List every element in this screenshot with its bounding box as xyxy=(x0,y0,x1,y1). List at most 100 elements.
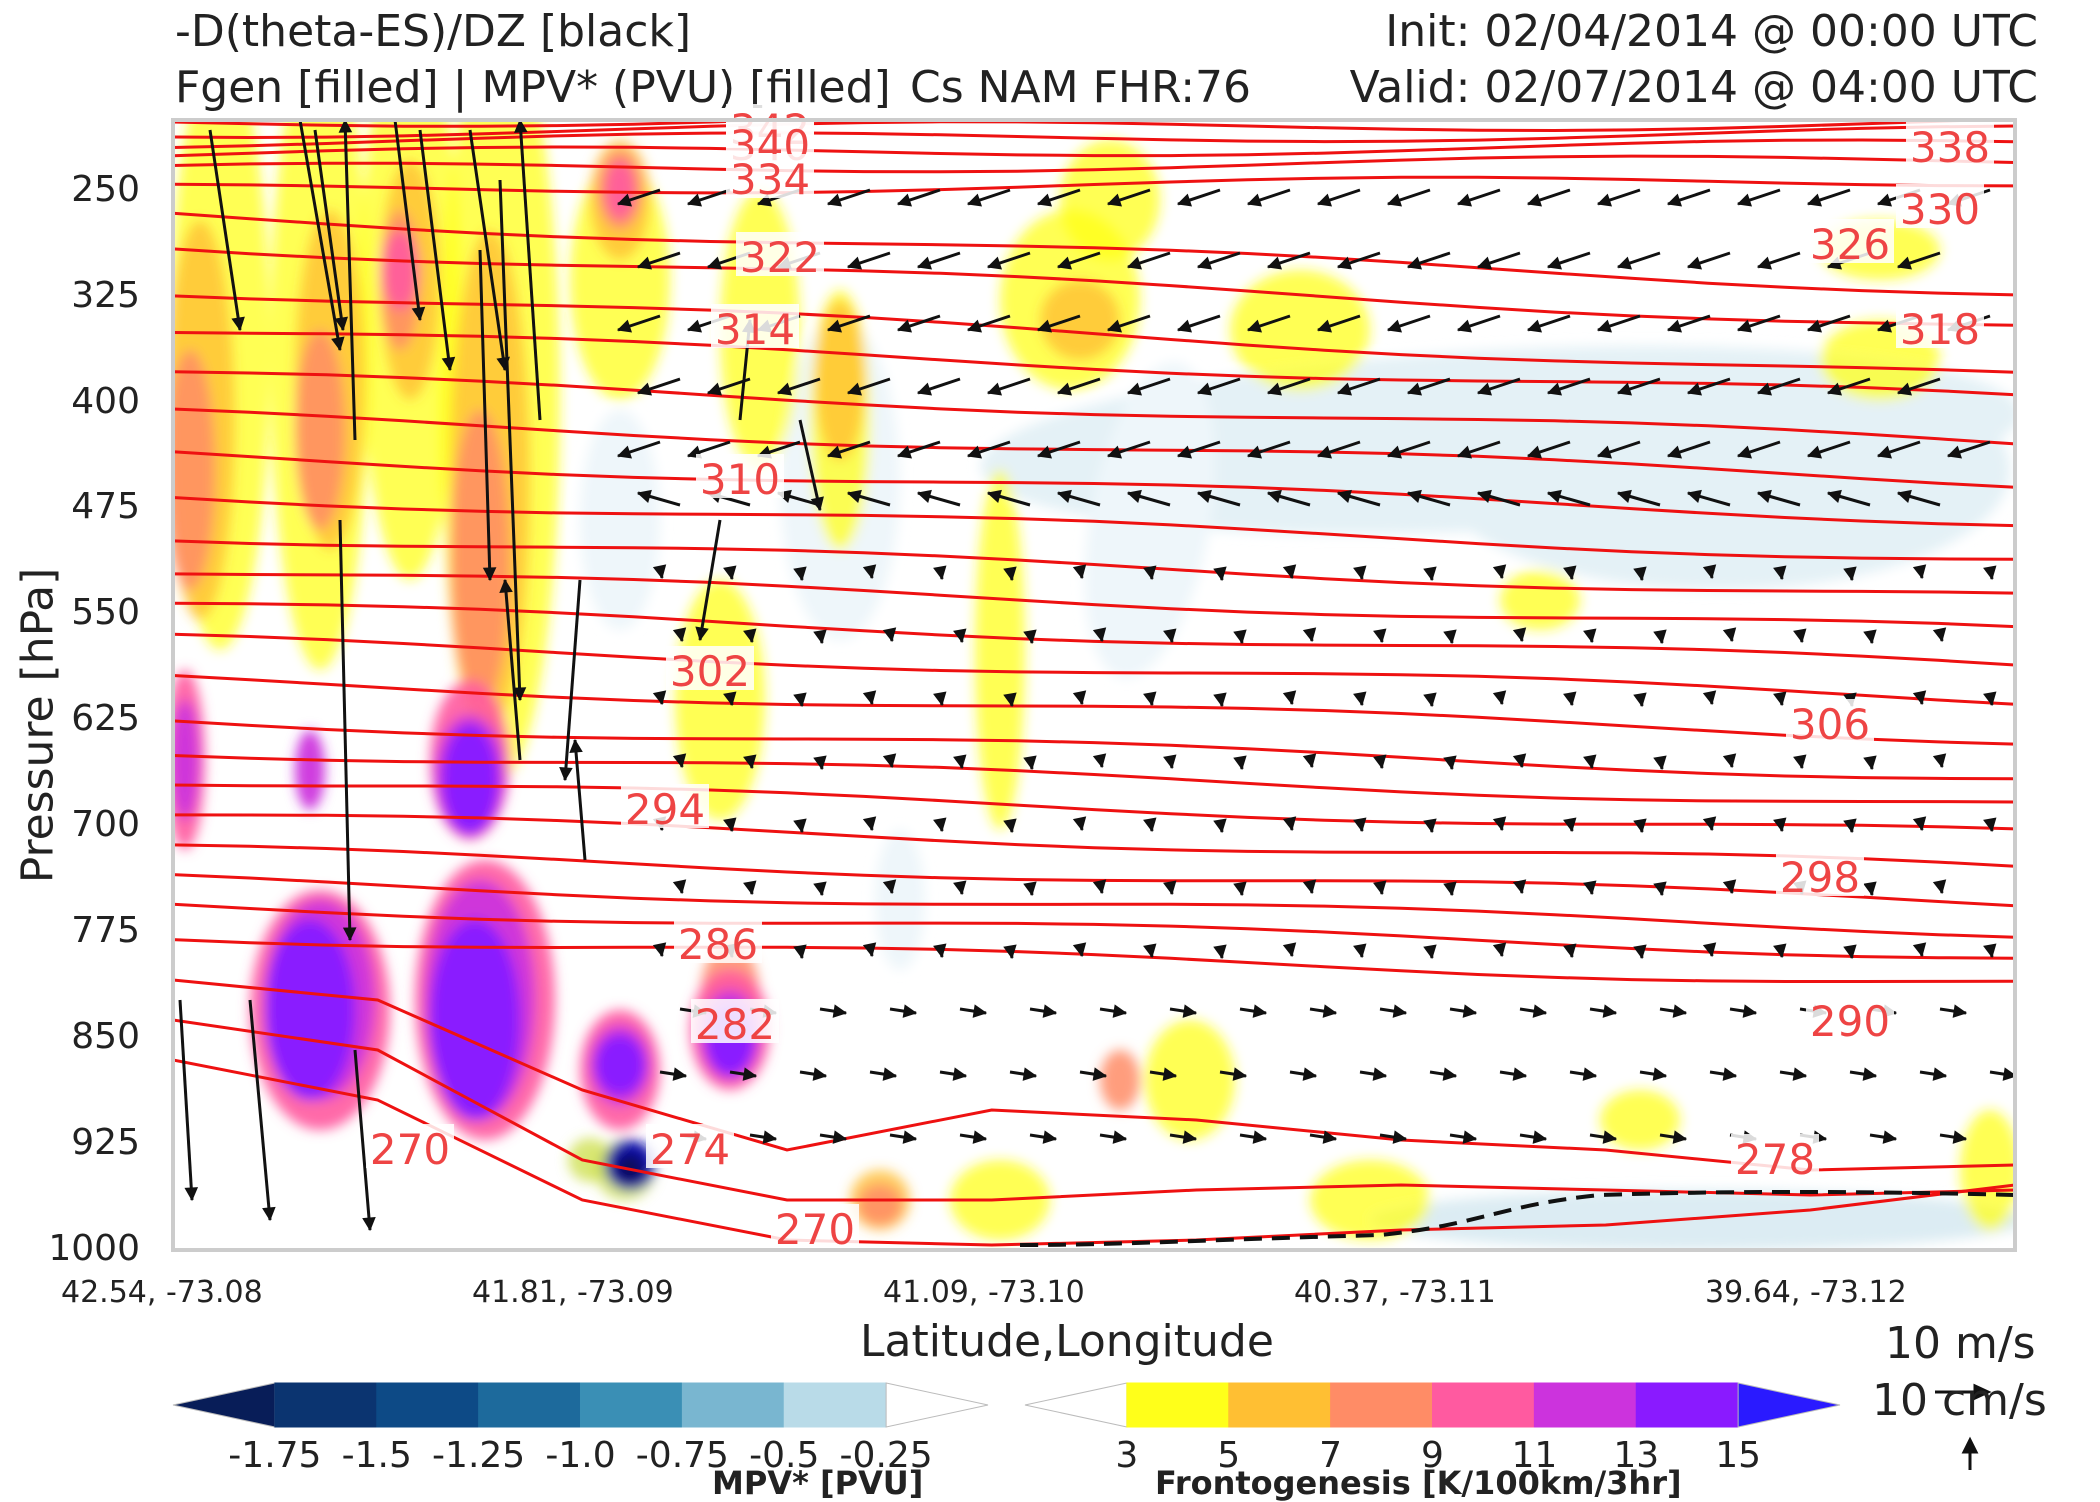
wind-vector-head xyxy=(1392,1004,1408,1018)
wind-vector-head xyxy=(706,256,723,270)
wind-vector-head xyxy=(1163,754,1177,770)
colorbar-segment xyxy=(1126,1382,1230,1428)
wind-vector-head xyxy=(902,1004,918,1018)
theta-label: 282 xyxy=(695,1000,775,1049)
theta-label: 322 xyxy=(740,233,820,282)
theta-label-bg xyxy=(1906,122,1994,166)
colorbar-segment xyxy=(172,1382,276,1428)
fill-blob xyxy=(1310,1160,1430,1240)
wind-vector-head xyxy=(1462,1004,1478,1018)
theta-contour-line xyxy=(173,754,2015,804)
wind-vector-head xyxy=(231,316,245,332)
wind-vector-head xyxy=(1563,565,1577,581)
wind-vector-head xyxy=(695,626,709,642)
wind-vector-head xyxy=(1213,944,1227,960)
wind-vector-head xyxy=(1106,193,1123,207)
wind-vector-head xyxy=(1092,1067,1108,1081)
fill-blob xyxy=(815,300,865,460)
wind-vector-head xyxy=(1806,319,1823,333)
wind-vector xyxy=(298,120,342,351)
colorbar-tick-label: -1.0 xyxy=(545,1435,616,1476)
wind-vector xyxy=(343,120,357,441)
wind-vector-head xyxy=(1826,489,1842,503)
wind-vector-head xyxy=(482,567,497,582)
colorbar-tick-label: 11 xyxy=(1511,1435,1558,1476)
fill-blob xyxy=(1500,570,1580,630)
wind-vector-head xyxy=(1532,1004,1548,1018)
wind-vector-head xyxy=(762,1130,778,1144)
y-tick-label: 700 xyxy=(71,804,140,846)
wind-vector-head xyxy=(862,816,877,832)
theta-contour-line xyxy=(173,294,2015,374)
wind-vector-head xyxy=(1406,382,1423,396)
wind-vector-head xyxy=(1266,382,1283,396)
wind-vector-head xyxy=(1316,445,1333,459)
wind-vector-head xyxy=(826,319,843,333)
wind-vector-head xyxy=(743,880,757,896)
wind-vector-head xyxy=(1736,445,1753,459)
wind-vector-head xyxy=(1373,754,1387,770)
theta-contour-line xyxy=(173,539,2015,595)
wind-vector-head xyxy=(1023,629,1037,645)
wind-vector-head xyxy=(1456,319,1473,333)
wind-vector-head xyxy=(1843,944,1857,960)
wind-vector-head xyxy=(342,927,357,942)
wind-vector-head xyxy=(1092,879,1107,895)
wind-vector-head xyxy=(1373,628,1387,644)
wind-vector-head xyxy=(1143,943,1157,959)
wind-vector-head xyxy=(1246,445,1263,459)
fill-blob xyxy=(1960,1110,2015,1230)
theta-contour-line xyxy=(173,843,2015,908)
colorbar-tick-label: -1.75 xyxy=(228,1435,322,1476)
fill-blob xyxy=(875,830,925,970)
x-tick-label: 39.64, -73.12 xyxy=(1705,1275,1907,1310)
y-tick-label: 925 xyxy=(71,1122,140,1164)
colorbar-segment xyxy=(1330,1382,1433,1428)
colorbar-segment xyxy=(1432,1382,1535,1428)
wind-vector-head xyxy=(1336,382,1353,396)
wind-vector-head xyxy=(1932,753,1947,769)
theta-label: 294 xyxy=(625,785,705,834)
wind-vector-head xyxy=(953,880,967,896)
wind-vector-head xyxy=(882,627,897,643)
colorbar-tick-label: 3 xyxy=(1115,1435,1139,1476)
wind-vector-head xyxy=(569,738,583,754)
wind-vector-head xyxy=(933,817,947,833)
wind-vector-head xyxy=(1702,564,1717,580)
wind-vector-head xyxy=(1353,691,1367,707)
wind-vector-head xyxy=(1702,816,1717,832)
wind-vector-head xyxy=(1233,881,1247,897)
wind-vector-head xyxy=(1213,566,1227,582)
wind-vector-head xyxy=(1756,256,1773,270)
wind-vector-head xyxy=(1443,629,1457,645)
wind-vector xyxy=(698,519,722,641)
wind-vector-head xyxy=(793,692,807,708)
wind-vector-head xyxy=(862,690,877,706)
y-tick-label: 400 xyxy=(71,380,140,422)
wind-vector-head xyxy=(1023,755,1037,771)
fill-blob xyxy=(975,470,1025,830)
fill-blob xyxy=(382,230,418,310)
wind-vector-head xyxy=(1742,1004,1758,1018)
wind-vector-head xyxy=(1126,256,1143,270)
theta-label: 298 xyxy=(1780,853,1860,902)
wind-vector-head xyxy=(1722,753,1737,769)
wind-vector-head xyxy=(1423,566,1437,582)
wind-vector-head xyxy=(652,690,667,706)
wind-vector-head xyxy=(1036,445,1053,459)
wind-vector-head xyxy=(1372,1067,1388,1081)
wind-vector-head xyxy=(1353,817,1367,833)
wind-vector-head xyxy=(1112,1130,1128,1144)
theta-label-bg xyxy=(621,784,709,828)
wind-vector-head xyxy=(1526,193,1543,207)
theta-label: 318 xyxy=(1900,305,1980,354)
wind-vector-head xyxy=(1492,942,1507,958)
colorbar-segment xyxy=(1533,1382,1637,1428)
theta-contour-line xyxy=(173,873,2015,939)
theta-contour-line xyxy=(173,938,2015,983)
wind-vector-head xyxy=(966,445,983,459)
theta-contour-line xyxy=(173,120,1852,128)
y-tick-label: 325 xyxy=(71,274,140,316)
wind-vector-head xyxy=(1386,193,1403,207)
y-tick-label: 625 xyxy=(71,698,140,740)
